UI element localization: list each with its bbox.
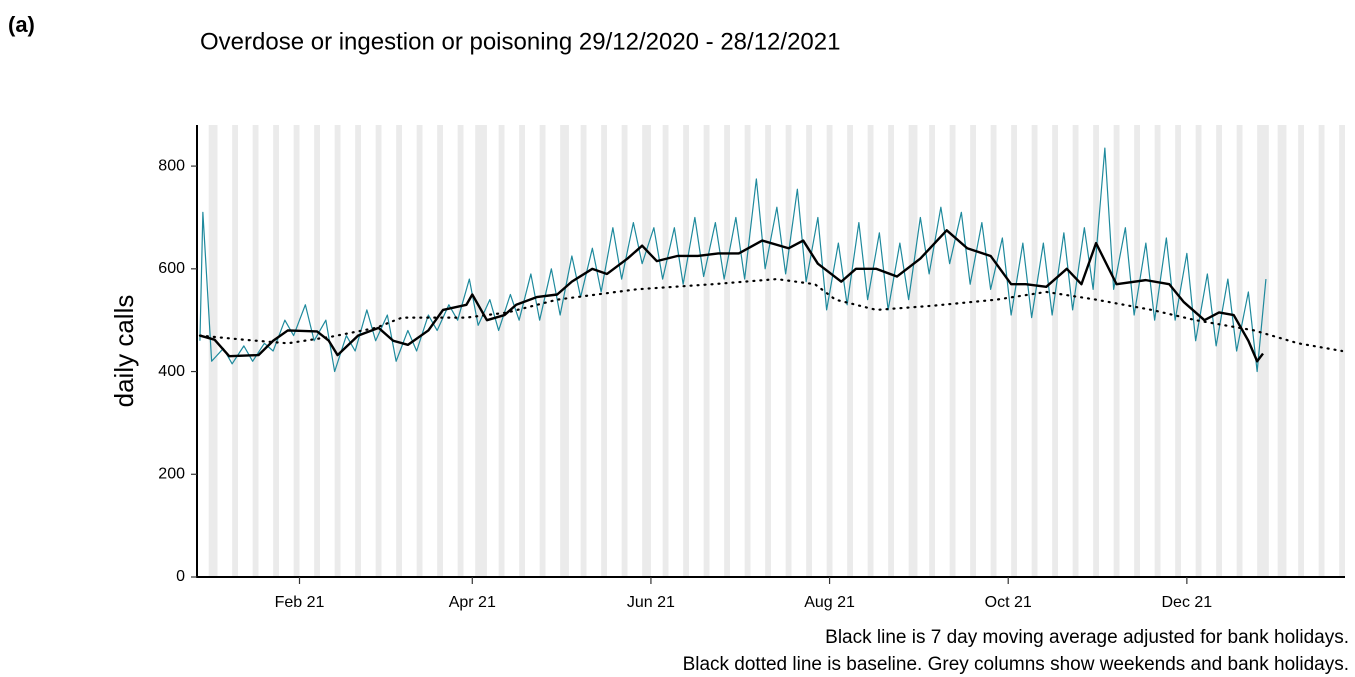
shaded-column — [1318, 125, 1325, 577]
shaded-column — [826, 125, 833, 577]
shaded-column — [1052, 125, 1058, 577]
shaded-column — [888, 125, 894, 577]
shaded-column — [1257, 125, 1269, 577]
shaded-column — [334, 125, 341, 577]
shaded-column — [929, 125, 935, 577]
shaded-column — [744, 125, 751, 577]
shaded-column — [642, 125, 651, 577]
shaded-column — [949, 125, 956, 577]
shaded-column — [273, 125, 279, 577]
shaded-column — [970, 125, 976, 577]
y-tick-label: 800 — [158, 157, 185, 174]
shaded-column — [806, 125, 812, 577]
shaded-column — [1011, 125, 1017, 577]
x-tick-label: Jun 21 — [627, 594, 675, 611]
shaded-column — [1175, 125, 1181, 577]
shaded-column — [252, 125, 259, 577]
shaded-column — [314, 125, 320, 577]
x-tick-label: Apr 21 — [449, 594, 496, 611]
shaded-column — [396, 125, 402, 577]
plot-area — [198, 147, 1344, 373]
axes: 0 200 400 600 800 Feb 21 Apr 21 Jun 21 Aug 21 Oct… — [158, 125, 1345, 611]
shaded-column — [601, 125, 607, 577]
shaded-column — [765, 125, 771, 577]
shaded-column — [1195, 125, 1202, 577]
shaded-column — [847, 125, 853, 577]
shaded-column — [437, 125, 443, 577]
y-tick-label: 0 — [176, 568, 185, 585]
shaded-column — [990, 125, 997, 577]
shaded-column — [1113, 125, 1120, 577]
data-line — [199, 229, 1264, 363]
x-tick-label: Aug 21 — [804, 594, 855, 611]
data-line — [199, 147, 1267, 373]
shaded-column — [1093, 125, 1099, 577]
shaded-column — [475, 125, 487, 577]
shaded-column — [683, 125, 689, 577]
panel-label: (a) — [8, 12, 35, 37]
shading — [208, 125, 1345, 577]
shaded-column — [208, 125, 218, 577]
x-tick-label: Oct 21 — [985, 594, 1032, 611]
y-tick-label: 400 — [158, 363, 185, 380]
note: Black dotted line is baseline. Grey colu… — [683, 654, 1349, 675]
shaded-column — [1154, 125, 1161, 577]
shaded-column — [867, 125, 874, 577]
shaded-column — [621, 125, 628, 577]
note: Black line is 7 day moving average adjus… — [825, 627, 1349, 648]
shaded-column — [232, 125, 238, 577]
shaded-column — [416, 125, 423, 577]
shaded-column — [908, 125, 918, 577]
shaded-column — [1031, 125, 1038, 577]
shaded-column — [519, 125, 525, 577]
x-tick-label: Dec 21 — [1162, 594, 1213, 611]
baseline-line — [198, 277, 1344, 353]
shaded-column — [498, 125, 505, 577]
shaded-column — [1298, 125, 1304, 577]
shaded-column — [785, 125, 792, 577]
shaded-column — [580, 125, 587, 577]
shaded-column — [1134, 125, 1140, 577]
shaded-column — [293, 125, 300, 577]
shaded-column — [1216, 125, 1222, 577]
shaded-column — [1236, 125, 1243, 577]
shaded-column — [375, 125, 382, 577]
y-tick-label: 200 — [158, 465, 185, 482]
shaded-column — [457, 125, 464, 577]
y-tick-label: 600 — [158, 260, 185, 277]
shaded-column — [560, 125, 569, 577]
shaded-column — [703, 125, 710, 577]
chart-title: Overdose or ingestion or poisoning 29/12… — [200, 28, 840, 55]
y-axis-label: daily calls — [109, 295, 139, 408]
shaded-column — [355, 125, 361, 577]
x-tick-label: Feb 21 — [275, 594, 325, 611]
shaded-column — [662, 125, 669, 577]
shaded-column — [724, 125, 730, 577]
shaded-column — [1277, 125, 1287, 577]
shaded-column — [539, 125, 546, 577]
shaded-column — [1072, 125, 1079, 577]
